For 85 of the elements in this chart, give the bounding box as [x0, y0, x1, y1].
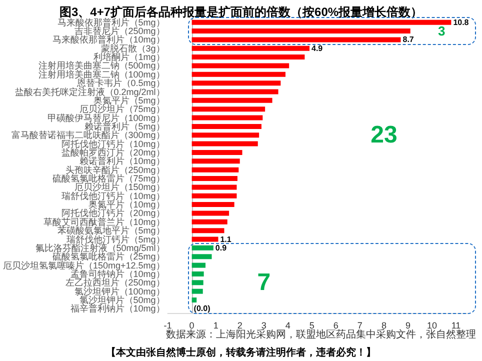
y-tick-label: 马来酸依那普利片（5mg） — [57, 17, 165, 28]
bar — [192, 115, 263, 120]
y-tick-label: 阿托伐他汀钙片（10mg） — [61, 138, 165, 149]
bar — [192, 132, 260, 138]
y-tick-label: 苯磺酸氨氯地平片（5mg） — [57, 226, 165, 236]
bar — [192, 46, 310, 51]
bar — [192, 98, 272, 103]
data-label: 8.7 — [402, 35, 414, 44]
x-tick-label: -1 — [164, 320, 172, 330]
bar — [192, 167, 239, 172]
bar — [192, 184, 237, 190]
y-tick-label: 厄贝沙坦片（150mg） — [74, 182, 165, 192]
x-tick-label: 6 — [333, 320, 338, 330]
y-tick-label: 盐酸右美托咪定注射液（0.2mg/2ml） — [14, 86, 165, 97]
y-tick-label: 瑞舒伐他汀钙片（10mg） — [61, 190, 165, 201]
bar — [192, 193, 237, 198]
bar — [192, 236, 218, 242]
x-tick-label: 11 — [451, 320, 461, 330]
annotation: 23 — [370, 122, 398, 149]
x-tick-label: 4 — [285, 320, 290, 330]
bar — [192, 158, 240, 164]
x-tick-label: 8 — [381, 320, 386, 330]
bar — [192, 202, 234, 208]
y-tick-label: 硫酸氢氯吡格雷片（25mg） — [52, 252, 165, 262]
y-tick-label: 注射用培美曲塞二钠（100mg） — [38, 69, 165, 80]
bar — [192, 124, 262, 129]
y-tick-label: 奥氮平片（10mg） — [88, 200, 165, 210]
x-tick-label: 10 — [426, 320, 437, 330]
annotation: 3 — [438, 24, 446, 39]
y-tick-label: 马来酸依那普利片（10mg） — [52, 34, 165, 45]
y-tick-label: 硫酸氢氯吡格雷片（75mg） — [52, 174, 165, 184]
text: 【本文由张自然博士原创，转载务请注明作者，违者必究！】 — [106, 346, 376, 358]
x-tick-label: 7 — [357, 320, 362, 330]
y-tick-label: 蒙脱石散（3g） — [100, 43, 165, 54]
y-tick-label: 富马酸替诺福韦二吡呋酯片（300mg） — [11, 130, 165, 140]
x-tick-label: 5 — [309, 320, 314, 330]
bar — [192, 80, 281, 86]
bar — [192, 141, 258, 146]
bar — [192, 288, 203, 294]
bar — [192, 37, 401, 42]
data-label: 10.8 — [453, 18, 470, 27]
y-tick-label: 厄贝沙坦片（75mg） — [79, 104, 165, 114]
bar — [192, 297, 197, 302]
bar — [192, 54, 305, 60]
x-tick-label: 0 — [189, 320, 194, 330]
bar — [192, 106, 266, 112]
y-tick-label: 赖诺普利片（10mg） — [79, 156, 165, 166]
x-tick-label: 3 — [261, 320, 266, 330]
y-tick-label: 吉非替尼片（250mg） — [74, 26, 165, 36]
bar — [192, 271, 204, 276]
y-tick-label: 阿托伐他汀钙片（20mg） — [61, 208, 165, 218]
bar — [192, 210, 230, 216]
data-label: (0.0) — [194, 304, 211, 314]
y-tick-label: 瑞舒伐他汀钙片（5mg） — [66, 234, 165, 244]
bar — [192, 262, 206, 268]
y-tick-label: 氯沙坦钾片（100mg） — [74, 286, 165, 296]
y-tick-label: 恩替卡韦片（0.5mg） — [76, 78, 165, 88]
source-note: 数据来源：上海阳光采购网，联盟地区药品集中采购文件，张自然整理 — [166, 328, 476, 340]
annotation: 7 — [257, 269, 271, 296]
y-tick-label: 福辛普利钠片（10mg） — [70, 304, 165, 314]
data-label: 0.9 — [215, 243, 228, 252]
bar — [192, 176, 238, 182]
bar — [192, 219, 228, 224]
data-label: 1.1 — [220, 234, 232, 244]
y-tick-label: 利培酮片（1mg） — [93, 52, 165, 62]
bar — [192, 280, 204, 286]
bar — [192, 245, 214, 250]
x-tick-label: 2 — [237, 320, 242, 330]
bar — [192, 28, 410, 34]
y-tick-label: 厄贝沙坦氢氯噻嗪片（150mg+12.5mg） — [2, 260, 165, 270]
bar — [192, 228, 224, 234]
bar — [192, 72, 286, 77]
x-tick-label: 1 — [213, 320, 218, 330]
bar — [192, 254, 212, 260]
bar — [192, 63, 290, 68]
y-tick-label: 头孢呋辛酯片（250mg） — [65, 164, 165, 175]
bar — [192, 89, 278, 94]
y-tick-label: 左乙拉西坦片（250mg） — [65, 278, 165, 288]
y-tick-label: 注射用培美曲塞二钠（500mg） — [38, 60, 165, 71]
bar — [192, 150, 242, 155]
y-tick-label: 甲磺酸伊马替尼片（100mg） — [47, 112, 165, 123]
data-label: 4.9 — [311, 44, 324, 53]
y-tick-label: 草酸艾司西酞普兰片（10mg） — [43, 216, 165, 227]
bar — [192, 20, 452, 25]
x-tick-label: 9 — [405, 320, 410, 330]
